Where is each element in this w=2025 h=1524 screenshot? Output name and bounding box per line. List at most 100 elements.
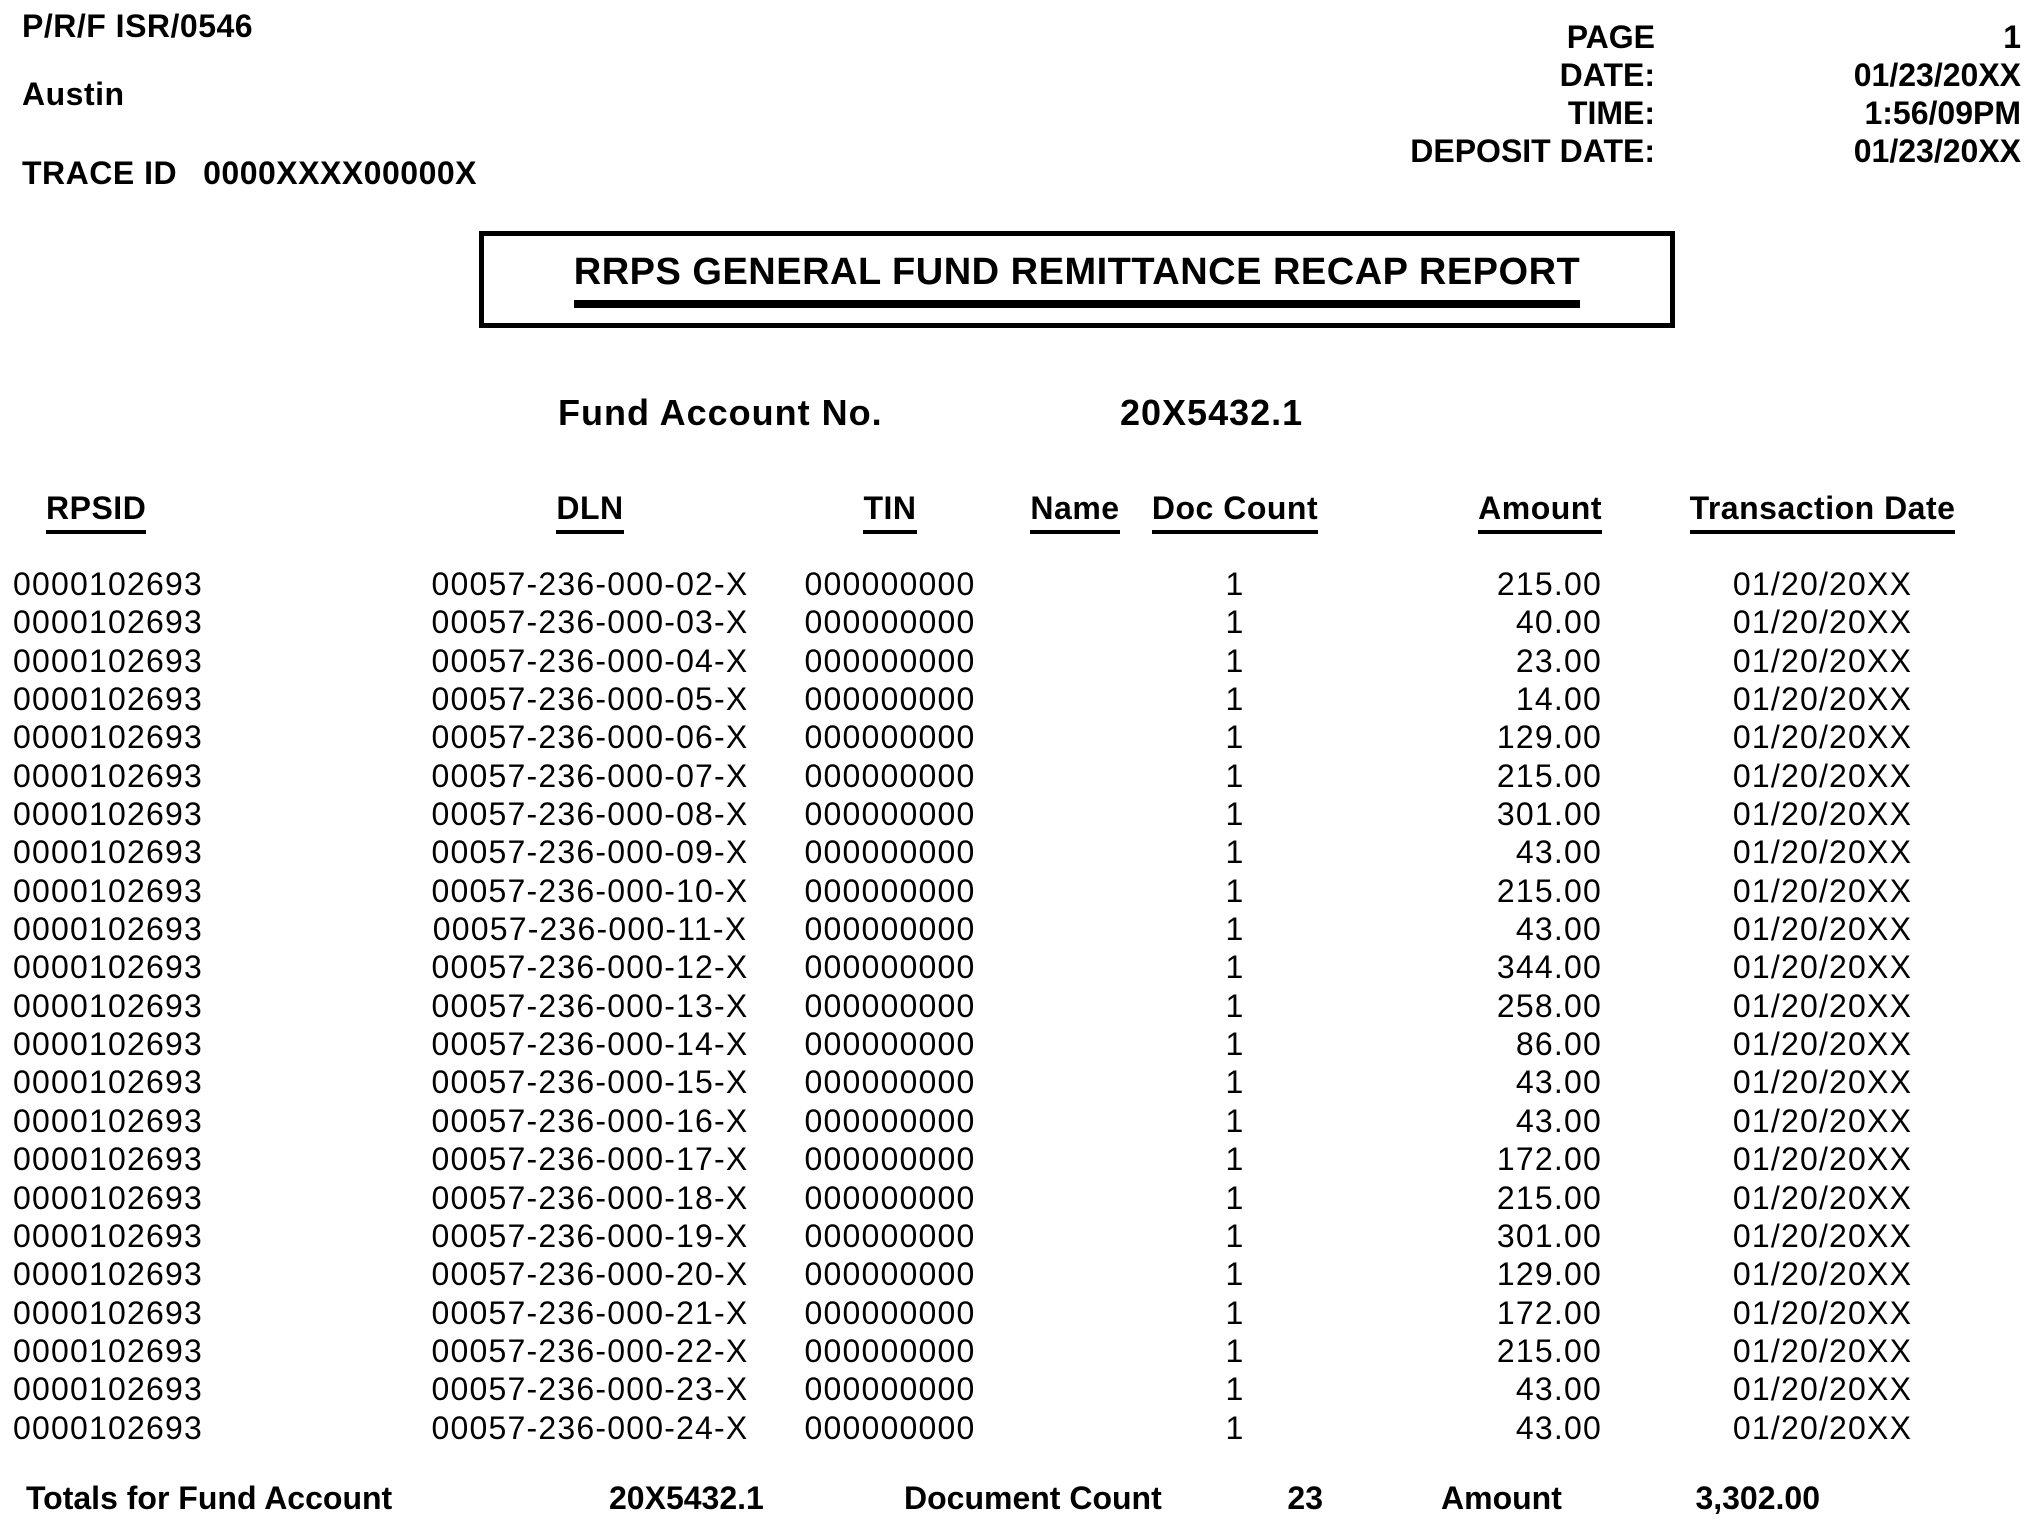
- cell-doc-count: 1: [1225, 1141, 1245, 1178]
- cell-tin: 000000000: [804, 1064, 976, 1101]
- cell-amount: 40.00: [1515, 604, 1602, 641]
- cell-dln: 00057-236-000-02-X: [431, 566, 749, 602]
- cell-tin: 000000000: [804, 911, 976, 948]
- cell-amount: 215.00: [1496, 566, 1602, 602]
- cell-amount: 23.00: [1515, 642, 1602, 679]
- cell-amount: 172.00: [1496, 1141, 1602, 1178]
- cell-tin: 000000000: [804, 796, 976, 833]
- cell-doc-count: 1: [1225, 1064, 1245, 1101]
- cell-transaction-date: 01/20/20XX: [1732, 1064, 1913, 1101]
- cell-dln: 00057-236-000-16-X: [431, 1102, 749, 1139]
- cell-doc-count: 1: [1225, 1102, 1245, 1139]
- table-row: 0000102693 00057-236-000-08-X 000000000 1 30…: [0, 795, 2025, 833]
- cell-doc-count: 1: [1225, 719, 1245, 756]
- site-name: Austin: [22, 76, 125, 112]
- cell-transaction-date: 01/20/20XX: [1732, 757, 1913, 794]
- cell-dln: 00057-236-000-15-X: [431, 1064, 749, 1101]
- cell-doc-count: 1: [1225, 1179, 1245, 1216]
- cell-name: [1030, 1217, 1120, 1255]
- cell-dln: 00057-236-000-19-X: [431, 1217, 749, 1254]
- cell-doc-count: 1: [1225, 1256, 1245, 1293]
- cell-transaction-date: 01/20/20XX: [1732, 642, 1913, 679]
- cell-transaction-date: 01/20/20XX: [1732, 987, 1913, 1024]
- report-code: P/R/F ISR/0546: [22, 8, 254, 44]
- column-header-rpsid: RPSID: [0, 490, 430, 534]
- cell-dln: 00057-236-000-12-X: [431, 949, 749, 986]
- meta-row-deposit-date: DEPOSIT DATE: 01/23/20XX: [1235, 132, 2021, 170]
- cell-rpsid: 0000102693: [13, 796, 203, 833]
- cell-transaction-date: 01/20/20XX: [1732, 1102, 1913, 1139]
- cell-rpsid: 0000102693: [13, 681, 203, 718]
- cell-transaction-date: 01/20/20XX: [1732, 1141, 1913, 1178]
- deposit-date-label: DEPOSIT DATE:: [1410, 133, 1655, 169]
- cell-dln: 00057-236-000-21-X: [431, 1294, 749, 1331]
- cell-doc-count: 1: [1225, 872, 1245, 909]
- table-row: 0000102693 00057-236-000-04-X 000000000 1 23…: [0, 642, 2025, 680]
- date-label: DATE:: [1559, 57, 1655, 93]
- cell-transaction-date: 01/20/20XX: [1732, 834, 1913, 871]
- cell-rpsid: 0000102693: [13, 987, 203, 1024]
- report-title: RRPS GENERAL FUND REMITTANCE RECAP REPOR…: [573, 251, 1581, 308]
- cell-transaction-date: 01/20/20XX: [1732, 1026, 1913, 1063]
- cell-dln: 00057-236-000-08-X: [431, 796, 749, 833]
- cell-name: [1030, 795, 1120, 833]
- cell-tin: 000000000: [804, 1409, 976, 1446]
- table-row: 0000102693 00057-236-000-23-X 000000000 1 43…: [0, 1370, 2025, 1408]
- cell-rpsid: 0000102693: [13, 1179, 203, 1216]
- cell-transaction-date: 01/20/20XX: [1732, 1179, 1913, 1216]
- cell-rpsid: 0000102693: [13, 1371, 203, 1408]
- meta-row-time: TIME: 1:56/09PM: [1235, 94, 2021, 132]
- cell-transaction-date: 01/20/20XX: [1732, 719, 1913, 756]
- cell-rpsid: 0000102693: [13, 757, 203, 794]
- cell-amount: 43.00: [1515, 834, 1602, 871]
- table-body: 0000102693 00057-236-000-02-X 000000000 1 21…: [0, 565, 2025, 1447]
- cell-rpsid: 0000102693: [13, 604, 203, 641]
- cell-amount: 344.00: [1496, 949, 1602, 986]
- cell-rpsid: 0000102693: [13, 834, 203, 871]
- cell-rpsid: 0000102693: [13, 642, 203, 679]
- table-row: 0000102693 00057-236-000-07-X 000000000 1 21…: [0, 757, 2025, 795]
- cell-rpsid: 0000102693: [13, 1217, 203, 1254]
- table-row: 0000102693 00057-236-000-12-X 000000000 1 34…: [0, 948, 2025, 986]
- cell-name: [1030, 642, 1120, 680]
- cell-amount: 43.00: [1515, 911, 1602, 948]
- cell-tin: 000000000: [804, 681, 976, 718]
- cell-transaction-date: 01/20/20XX: [1732, 604, 1913, 641]
- cell-rpsid: 0000102693: [13, 911, 203, 948]
- cell-dln: 00057-236-000-23-X: [431, 1371, 749, 1408]
- cell-amount: 129.00: [1496, 1256, 1602, 1293]
- table-row: 0000102693 00057-236-000-13-X 000000000 1 25…: [0, 987, 2025, 1025]
- cell-name: [1030, 565, 1120, 603]
- cell-dln: 00057-236-000-10-X: [431, 872, 749, 909]
- cell-doc-count: 1: [1225, 796, 1245, 833]
- cell-doc-count: 1: [1225, 757, 1245, 794]
- trace-id-value: 0000XXXX00000X: [203, 155, 477, 191]
- table-row: 0000102693 00057-236-000-15-X 000000000 1 43…: [0, 1063, 2025, 1101]
- cell-amount: 215.00: [1496, 1332, 1602, 1369]
- cell-amount: 43.00: [1515, 1102, 1602, 1139]
- cell-tin: 000000000: [804, 642, 976, 679]
- cell-amount: 14.00: [1515, 681, 1602, 718]
- cell-doc-count: 1: [1225, 949, 1245, 986]
- cell-transaction-date: 01/20/20XX: [1732, 1409, 1913, 1446]
- cell-dln: 00057-236-000-24-X: [431, 1409, 749, 1446]
- cell-amount: 129.00: [1496, 719, 1602, 756]
- cell-name: [1030, 1409, 1120, 1447]
- cell-doc-count: 1: [1225, 911, 1245, 948]
- cell-name: [1030, 718, 1120, 756]
- cell-tin: 000000000: [804, 566, 976, 602]
- cell-doc-count: 1: [1225, 681, 1245, 718]
- time-value: 1:56/09PM: [1864, 95, 2021, 131]
- cell-name: [1030, 603, 1120, 641]
- cell-name: [1030, 1063, 1120, 1101]
- cell-name: [1030, 1370, 1120, 1408]
- trace-id-label: TRACE ID: [22, 155, 178, 191]
- cell-amount: 215.00: [1496, 757, 1602, 794]
- cell-doc-count: 1: [1225, 566, 1245, 602]
- cell-tin: 000000000: [804, 1026, 976, 1063]
- date-value: 01/23/20XX: [1853, 57, 2021, 93]
- cell-transaction-date: 01/20/20XX: [1732, 1371, 1913, 1408]
- cell-name: [1030, 948, 1120, 986]
- totals-amount-value: 3,302.00: [1695, 1480, 1820, 1516]
- cell-amount: 301.00: [1496, 1217, 1602, 1254]
